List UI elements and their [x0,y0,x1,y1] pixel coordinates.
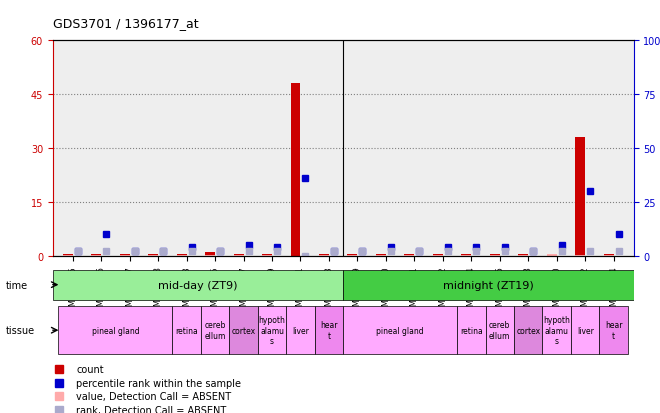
Bar [433,254,443,256]
Bar [91,255,101,256]
Text: value, Detection Call = ABSENT: value, Detection Call = ABSENT [76,391,231,401]
Bar [576,138,585,256]
Bar [286,306,315,354]
Text: mid-day (ZT9): mid-day (ZT9) [158,280,238,290]
Bar [59,306,172,354]
Bar [119,254,129,256]
Text: liver: liver [577,326,593,335]
Text: time: time [5,280,28,290]
Bar [343,306,457,354]
Text: cortex: cortex [516,326,541,335]
Bar [405,255,414,256]
Bar [119,255,129,256]
Bar [543,306,571,354]
Text: tissue: tissue [5,325,34,335]
Bar [461,255,471,256]
Bar [376,255,386,256]
Text: cereb
ellum: cereb ellum [205,321,226,340]
Bar [258,306,286,354]
Text: retina: retina [176,326,198,335]
Bar [201,306,229,354]
Bar [433,255,443,256]
Bar [205,252,215,256]
Bar [604,254,614,256]
Text: hear
t: hear t [605,321,622,340]
Text: hypoth
alamu
s: hypoth alamu s [543,316,570,345]
Bar [343,270,634,300]
Bar [319,255,329,256]
Text: pineal gland: pineal gland [92,326,139,335]
Bar [546,254,557,256]
Bar [177,254,187,256]
Bar [514,306,543,354]
Bar [229,306,258,354]
Text: pineal gland: pineal gland [376,326,424,335]
Text: hear
t: hear t [320,321,338,340]
Bar [457,306,486,354]
Text: percentile rank within the sample: percentile rank within the sample [76,378,241,388]
Text: count: count [76,364,104,375]
Text: retina: retina [460,326,482,335]
Text: midnight (ZT19): midnight (ZT19) [443,280,534,290]
Bar [53,270,343,300]
Bar [546,254,557,256]
Bar [490,254,500,256]
Bar [518,254,528,256]
Text: rank, Detection Call = ABSENT: rank, Detection Call = ABSENT [76,405,226,413]
Bar [347,255,358,256]
Text: hypoth
alamu
s: hypoth alamu s [259,316,286,345]
Bar [599,306,628,354]
Text: liver: liver [292,326,309,335]
Bar [518,255,528,256]
Bar [576,255,585,256]
Text: cereb
ellum: cereb ellum [489,321,510,340]
Bar [172,306,201,354]
Bar [148,254,158,256]
Text: cortex: cortex [232,326,255,335]
Bar [63,255,73,256]
Bar [571,306,599,354]
Bar [347,254,358,256]
Bar [604,255,614,256]
Bar [63,254,73,256]
Bar [486,306,514,354]
Bar [234,255,244,256]
Bar [490,255,500,256]
Bar [290,84,300,256]
Bar [376,254,386,256]
Text: GDS3701 / 1396177_at: GDS3701 / 1396177_at [53,17,199,29]
Bar [177,255,187,256]
Bar [262,254,272,256]
Bar [262,255,272,256]
Bar [234,254,244,256]
Bar [405,254,414,256]
Bar [315,306,343,354]
Bar [461,254,471,256]
Bar [91,254,101,256]
Bar [319,254,329,256]
Bar [205,255,215,256]
Bar [148,255,158,256]
